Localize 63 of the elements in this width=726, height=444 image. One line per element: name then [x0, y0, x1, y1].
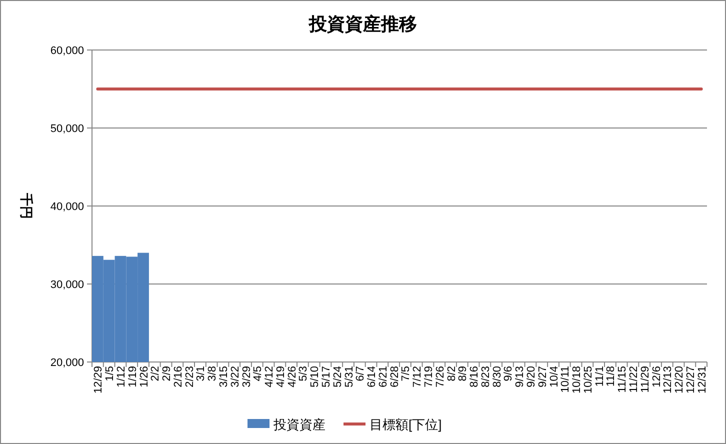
x-tick-label: 6/21	[377, 366, 390, 388]
y-axis-title: 千円	[19, 192, 34, 219]
x-tick-label: 7/12	[412, 366, 424, 388]
x-tick-label: 5/31	[343, 366, 356, 388]
x-tick-label: 11/15	[616, 366, 629, 393]
x-tick-label: 7/5	[400, 366, 412, 382]
y-tick-label: 20,000	[50, 357, 84, 369]
x-tick-label: 11/22	[628, 366, 640, 393]
x-tick-label: 12/20	[674, 366, 686, 394]
x-tick-label: 3/22	[229, 366, 242, 388]
x-tick-label: 10/25	[582, 366, 594, 394]
y-tick-label: 40,000	[50, 201, 84, 213]
x-tick-label: 2/9	[161, 366, 174, 382]
x-tick-label: 12/6	[650, 366, 663, 388]
x-tick-label: 6/14	[366, 366, 378, 388]
x-tick-label: 2/2	[150, 366, 162, 382]
x-tick-label: 12/31	[696, 366, 708, 394]
legend-label: 目標額[下位]	[370, 417, 442, 432]
x-tick-label: 4/19	[274, 366, 287, 388]
x-tick-label: 4/5	[252, 366, 264, 382]
x-tick-label: 8/30	[491, 366, 504, 388]
x-tick-label: 11/29	[639, 366, 652, 393]
x-tick-label: 3/1	[195, 366, 208, 382]
x-tick-label: 8/9	[457, 366, 470, 382]
x-tick-label: 7/19	[422, 366, 435, 388]
x-tick-label: 9/20	[525, 366, 538, 388]
x-tick-label: 2/23	[184, 366, 196, 388]
x-tick-label: 8/23	[480, 366, 492, 388]
x-tick-label: 4/12	[264, 366, 276, 388]
x-tick-label: 3/8	[206, 366, 219, 382]
y-tick-label: 30,000	[50, 279, 84, 291]
x-tick-label: 5/17	[320, 366, 332, 388]
x-tick-label: 12/27	[684, 366, 697, 394]
x-tick-label: 8/2	[446, 366, 458, 382]
x-tick-label: 3/29	[240, 366, 253, 388]
x-tick-label: 9/27	[536, 366, 549, 388]
x-tick-label: 6/28	[388, 366, 401, 388]
x-tick-label: 9/13	[514, 366, 526, 388]
x-tick-label: 3/15	[218, 366, 230, 388]
x-tick-label: 6/7	[354, 366, 367, 382]
x-tick-label: 7/26	[434, 366, 446, 388]
y-tick-label: 50,000	[50, 123, 84, 135]
x-tick-label: 12/29	[92, 366, 105, 394]
x-tick-label: 10/11	[560, 366, 572, 393]
x-tick-label: 9/6	[502, 366, 515, 382]
x-tick-label: 1/26	[138, 366, 150, 388]
y-tick-label: 60,000	[50, 45, 84, 57]
legend-label: 投資資産	[272, 417, 326, 432]
x-tick-label: 5/10	[309, 366, 322, 388]
x-tick-label: 1/5	[104, 366, 116, 382]
x-tick-label: 1/19	[126, 366, 139, 388]
x-tick-label: 10/18	[571, 366, 584, 394]
chart-title: 投資資産推移	[308, 14, 417, 34]
x-tick-label: 5/3	[298, 366, 310, 382]
x-tick-label: 4/26	[286, 366, 298, 388]
x-tick-label: 10/4	[548, 366, 560, 388]
x-tick-label: 2/16	[172, 366, 184, 388]
x-tick-label: 11/1	[594, 366, 606, 387]
x-tick-label: 5/24	[332, 366, 344, 388]
x-tick-label: 1/12	[115, 366, 128, 388]
x-tick-label: 11/8	[605, 366, 618, 387]
x-tick-label: 8/16	[468, 366, 481, 388]
x-tick-label: 12/13	[662, 366, 674, 394]
